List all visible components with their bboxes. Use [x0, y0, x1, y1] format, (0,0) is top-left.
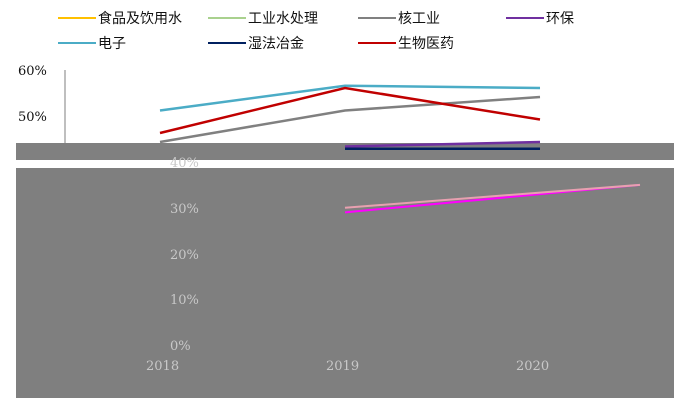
series-line: [344, 140, 541, 148]
legend-swatch: [58, 17, 96, 19]
legend-swatch: [58, 42, 96, 44]
legend-item: 食品及饮用水: [58, 8, 182, 28]
legend-item: 电子: [58, 33, 126, 53]
legend-item: 工业水处理: [208, 8, 318, 28]
y-tick-label: 60%: [18, 64, 47, 79]
render-artifact-gap: [16, 160, 674, 168]
x-tick-label: 2018: [146, 359, 179, 374]
y-tick-label: 0%: [170, 339, 191, 354]
legend-label: 生物医药: [398, 36, 454, 52]
y-tick-label: 40%: [170, 156, 199, 171]
x-tick-label: 2020: [516, 359, 549, 374]
chart-axis-labels: 60% 50% 40% 30% 20% 10% 0% 2018 2019 2020: [18, 64, 549, 374]
chart-series-lower: [344, 183, 641, 214]
y-tick-label: 50%: [18, 110, 47, 125]
legend-swatch: [506, 17, 544, 19]
chart-series-upper: [159, 84, 541, 150]
legend-swatch: [208, 17, 246, 19]
legend-swatch: [208, 42, 246, 44]
legend-item: 核工业: [358, 8, 440, 28]
legend-label: 湿法冶金: [248, 36, 304, 52]
legend-label: 核工业: [398, 11, 440, 27]
render-artifact-band: [16, 143, 674, 160]
y-tick-label: 30%: [170, 202, 199, 217]
legend-label: 食品及饮用水: [98, 11, 182, 27]
legend-item: 湿法冶金: [208, 33, 304, 53]
legend-label: 环保: [546, 11, 574, 27]
legend-item: 环保: [506, 8, 574, 28]
legend-item: 生物医药: [358, 33, 454, 53]
legend-label: 电子: [98, 36, 126, 52]
render-artifact-band: [16, 168, 674, 398]
x-tick-label: 2019: [326, 359, 359, 374]
legend-swatch: [358, 17, 396, 19]
legend-swatch: [358, 42, 396, 44]
series-line: [344, 183, 641, 209]
y-tick-label: 20%: [170, 248, 199, 263]
y-tick-label: 10%: [170, 293, 199, 308]
legend-label: 工业水处理: [248, 11, 318, 27]
